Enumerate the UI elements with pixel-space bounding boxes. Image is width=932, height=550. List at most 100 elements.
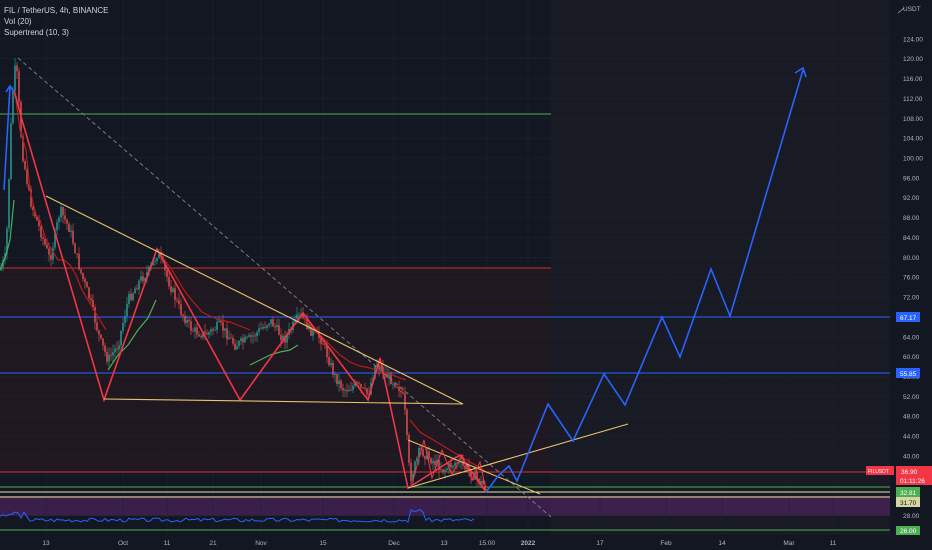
current-price-bg (896, 466, 932, 485)
candle-body (96, 322, 98, 331)
candle-body (24, 161, 26, 170)
candle-body (158, 252, 160, 259)
candle-body (348, 389, 350, 392)
time-tick-label: Mar (783, 540, 795, 547)
candle-body (58, 217, 60, 223)
candle-body (52, 247, 54, 260)
candle-body (54, 230, 56, 248)
candle-body (336, 373, 338, 384)
candle-body (254, 335, 256, 337)
candle-body (190, 321, 192, 331)
candle-body (86, 282, 88, 288)
price-tick-label: 100.00 (903, 156, 923, 163)
price-tick-label: 108.00 (903, 116, 923, 123)
candle-body (30, 189, 32, 207)
wedge-lower (407, 423, 629, 489)
candle-body (320, 338, 322, 344)
candle-body (98, 330, 100, 335)
candle-body (282, 335, 284, 341)
candle-body (430, 458, 432, 464)
candle-body (44, 238, 46, 245)
candle-body (274, 326, 276, 328)
candle-body (88, 287, 90, 299)
time-ticks: 13 Oct 11 21 Nov 15 Dec 13 15:00 2022 17 Feb 14 Mar 11 (42, 540, 836, 547)
candle-body (68, 223, 70, 232)
candle-body (404, 393, 406, 410)
price-tick-label: 92.00 (903, 195, 920, 202)
price-tick-label: 64.00 (903, 334, 920, 341)
candle-body (302, 313, 304, 319)
time-tick-label: Oct (118, 540, 128, 547)
candle-body (438, 460, 440, 471)
candle-body (90, 298, 92, 301)
candle-body (450, 463, 452, 468)
projection-path (485, 69, 804, 493)
candle-body (138, 280, 140, 290)
time-tick-label: 13 (440, 540, 448, 547)
start-arrowhead (5, 84, 15, 93)
candle-body (120, 330, 122, 346)
candle-body (168, 277, 170, 287)
time-tick-label: 14 (718, 540, 726, 547)
dashed-trendline (17, 57, 552, 518)
candle-body (342, 388, 344, 391)
symbol-title[interactable]: FIL / TetherUS, 4h, BINANCE (4, 6, 109, 15)
badge-31-bg (896, 497, 920, 507)
supertrend-up-line-2 (107, 299, 157, 371)
supertrend-down-line-4 (409, 419, 487, 473)
price-tick-label: 40.00 (903, 453, 920, 460)
candle-body (332, 363, 334, 376)
badge-55: 55.85 (896, 368, 920, 378)
candle-body (186, 320, 188, 323)
badge-55-text: 55.85 (900, 371, 917, 378)
price-tick-label: 28.00 (903, 513, 920, 520)
candle-body (266, 325, 268, 328)
price-tick-label: 88.00 (903, 215, 920, 222)
candle-body (346, 390, 348, 392)
axis-settings-icon[interactable] (897, 7, 905, 14)
candle-body (156, 258, 158, 262)
candle-body (154, 261, 156, 262)
supertrend-indicator-label[interactable]: Supertrend (10, 3) (4, 28, 69, 37)
time-axis[interactable] (0, 535, 890, 550)
candle-body (272, 319, 274, 327)
candle-body (390, 373, 392, 385)
price-tick-label: 80.00 (903, 255, 920, 262)
time-tick-label: 15 (319, 540, 327, 547)
price-tick-label: 84.00 (903, 235, 920, 242)
candle-body (416, 457, 418, 462)
badge-32-bg (896, 487, 920, 497)
candle-body (194, 327, 196, 332)
badge-32: 32.81 (896, 487, 920, 497)
candle-body (12, 90, 14, 124)
candle-body (76, 253, 78, 255)
candle-body (182, 314, 184, 316)
candle-body (62, 207, 64, 216)
candle-body (60, 207, 62, 218)
price-axis[interactable] (890, 0, 932, 550)
candle-body (394, 383, 396, 387)
candle-body (350, 389, 352, 391)
candle-body (446, 468, 448, 471)
candle-body (264, 326, 266, 328)
volume-indicator-label[interactable]: Vol (20) (4, 17, 32, 26)
candle-body (188, 320, 190, 322)
time-tick-label: 2022 (521, 540, 536, 547)
candle-body (308, 323, 310, 330)
candle-body (78, 253, 80, 270)
badge-31: 31.70 (896, 497, 920, 507)
candle-body (164, 261, 166, 271)
candle-body (442, 469, 444, 472)
candle-body (462, 461, 464, 466)
candle-body (232, 337, 234, 344)
candle-body (74, 243, 76, 254)
candle-body (132, 293, 134, 300)
candle-body (72, 230, 74, 244)
candle-body (428, 451, 430, 459)
candle-body (454, 462, 456, 466)
candle-body (134, 288, 136, 294)
candle-body (40, 226, 42, 238)
candle-body (230, 337, 232, 339)
candle-body (220, 320, 222, 323)
